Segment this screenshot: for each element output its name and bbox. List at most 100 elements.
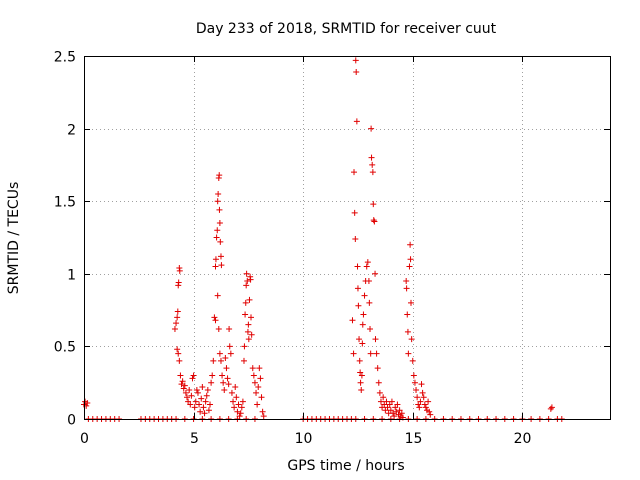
y-tick-label: 1	[67, 268, 76, 284]
data-point	[189, 375, 196, 382]
data-point	[232, 384, 239, 391]
data-point	[174, 314, 181, 321]
data-point	[255, 384, 262, 391]
data-point	[407, 299, 414, 306]
data-point	[427, 411, 434, 418]
data-point	[248, 331, 255, 338]
data-point	[193, 386, 200, 393]
data-point	[367, 350, 374, 357]
data-point	[212, 256, 219, 263]
data-point	[422, 404, 429, 411]
y-axis-ticks: 0 0.5 1 1.5 2 2.5	[54, 50, 610, 429]
data-point	[363, 263, 370, 270]
data-point	[204, 386, 211, 393]
x-axis-label: GPS time / hours	[287, 458, 404, 474]
data-point	[368, 154, 375, 161]
data-point	[231, 404, 238, 411]
data-point	[398, 410, 405, 417]
data-point	[357, 379, 364, 386]
data-point	[243, 270, 250, 277]
data-point	[237, 410, 244, 417]
data-point	[409, 357, 416, 364]
data-point	[227, 350, 234, 357]
data-point	[403, 278, 410, 285]
data-point	[188, 392, 195, 399]
data-point	[403, 285, 410, 292]
data-point	[246, 296, 253, 303]
data-points	[81, 57, 565, 422]
data-point	[257, 375, 264, 382]
data-point	[256, 365, 263, 372]
data-point	[243, 282, 250, 289]
data-point	[258, 394, 265, 401]
data-point	[211, 314, 218, 321]
data-point	[214, 227, 221, 234]
data-point	[425, 398, 432, 405]
data-point	[407, 256, 414, 263]
data-point	[548, 404, 555, 411]
data-point	[351, 169, 358, 176]
data-point	[200, 404, 207, 411]
data-point	[210, 357, 217, 364]
data-point	[354, 285, 361, 292]
data-point	[218, 262, 225, 269]
data-point	[245, 321, 252, 328]
data-point	[254, 401, 261, 408]
data-point	[418, 381, 425, 388]
data-point	[174, 346, 181, 353]
data-point	[224, 375, 231, 382]
data-point	[225, 381, 232, 388]
data-point	[84, 400, 91, 407]
data-point	[369, 161, 376, 168]
data-point	[404, 328, 411, 335]
data-point	[410, 372, 417, 379]
data-point	[371, 218, 378, 225]
data-point	[234, 408, 241, 415]
data-point	[407, 241, 414, 248]
data-point	[394, 401, 401, 408]
data-point	[171, 325, 178, 332]
data-point	[217, 357, 224, 364]
data-point	[354, 263, 361, 270]
data-point	[249, 365, 256, 372]
data-point	[359, 340, 366, 347]
y-axis-label: SRMTID / TECUs	[6, 182, 22, 295]
data-point	[366, 299, 373, 306]
data-point	[239, 398, 246, 405]
data-point	[209, 372, 216, 379]
data-point	[184, 394, 191, 401]
data-point	[241, 343, 248, 350]
data-point	[203, 392, 210, 399]
data-point	[213, 234, 220, 241]
x-tick-label: 20	[514, 431, 532, 447]
data-point	[248, 314, 255, 321]
data-point	[372, 336, 379, 343]
data-point	[240, 357, 247, 364]
data-point	[216, 350, 223, 357]
data-point	[233, 394, 240, 401]
data-point	[391, 413, 398, 420]
data-point	[196, 401, 203, 408]
data-point	[388, 398, 395, 405]
y-tick-label: 2.5	[54, 50, 76, 66]
data-point	[175, 279, 182, 286]
data-point	[199, 384, 206, 391]
data-point	[226, 325, 233, 332]
data-point	[220, 379, 227, 386]
data-point	[250, 372, 257, 379]
data-point	[215, 190, 222, 197]
data-point	[216, 219, 223, 226]
chart-title: Day 233 of 2018, SRMTID for receiver cuu…	[196, 21, 497, 37]
x-tick-label: 15	[405, 431, 423, 447]
data-point	[353, 118, 360, 125]
data-point	[251, 379, 258, 386]
data-point	[198, 395, 205, 402]
data-point	[208, 379, 215, 386]
data-point	[369, 169, 376, 176]
data-point	[230, 398, 237, 405]
data-point	[421, 401, 428, 408]
data-point	[368, 125, 375, 132]
data-point	[182, 389, 189, 396]
data-point	[228, 389, 235, 396]
data-point	[404, 311, 411, 318]
